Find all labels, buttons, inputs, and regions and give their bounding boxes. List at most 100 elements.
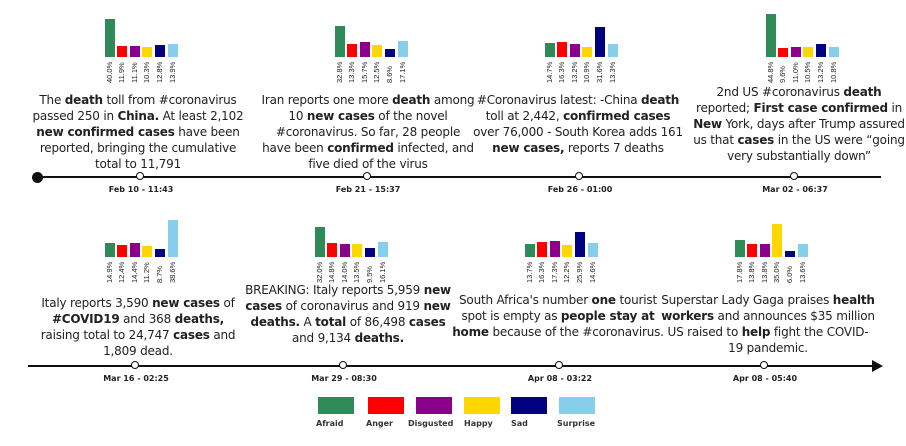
bar-value-label: 38.6%: [167, 261, 177, 283]
tweet-segment: of the novel #coronavirus. So far, 28 pe…: [262, 109, 461, 155]
bar-value-label: 8.7%: [154, 265, 164, 283]
timeline-arrow-icon: [872, 360, 883, 372]
bar-value-label: 9.6%: [778, 65, 788, 83]
tweet-text: Iran reports one more death among 10 new…: [261, 92, 475, 172]
bar-afraid: [765, 14, 776, 57]
bar-value-label: 9.5%: [364, 265, 374, 283]
timeline-marker[interactable]: [760, 361, 769, 370]
timeline-event: 40.0% 11.9% 11.1% 10.3% 12.8% 13.9% The death …: [31, 0, 245, 171]
bar-happy: [142, 47, 153, 57]
tweet-segment: fight the COVID-19 pandemic.: [728, 325, 869, 355]
tweet-segment: among 10: [288, 93, 475, 123]
bar-sad: [594, 26, 605, 57]
tweet-segment: toll at 2,442,: [485, 109, 564, 123]
bar-disgusted: [129, 243, 140, 257]
timeline-marker[interactable]: [363, 172, 372, 181]
keyword: death: [641, 93, 680, 107]
timeline-event: 14.9% 12.4% 14.4% 11.2% 8.7% 38.6% Italy repor…: [31, 200, 245, 358]
legend-label: Afraid: [316, 419, 344, 428]
legend-label: Disgusted: [408, 419, 454, 428]
tweet-text: #Coronavirus latest: -China death toll a…: [471, 92, 685, 156]
bar-afraid: [734, 240, 745, 257]
bar-value-label: 40.0%: [104, 61, 114, 83]
keyword: death: [843, 85, 882, 99]
timeline-marker[interactable]: [575, 172, 584, 181]
bar-sad: [815, 44, 826, 57]
bar-value-label: 13.8%: [759, 261, 769, 283]
bar-disgusted: [790, 46, 801, 57]
bar-value-label: 16.3%: [557, 61, 567, 83]
bar-value-label: 25.9%: [574, 261, 584, 283]
tweet-segment: raising total to 24,747: [40, 328, 174, 342]
bar-disgusted: [359, 42, 370, 57]
bar-surprise: [377, 241, 388, 257]
timeline-event: 32.0% 14.8% 14.0% 13.5% 9.5% 16.1% BREAKING: I…: [241, 200, 455, 345]
bar-sad: [384, 48, 395, 57]
bar-value-label: 10.8%: [828, 61, 838, 83]
bar-happy: [582, 46, 593, 57]
bar-value-label: 13.9%: [167, 61, 177, 83]
tweet-segment: and 9,134: [292, 331, 355, 345]
bar-value-label: 11.2%: [142, 262, 152, 283]
timeline-marker[interactable]: [339, 361, 348, 370]
bar-value-label: 8.6%: [384, 65, 394, 83]
keyword: New: [693, 117, 722, 131]
bar-disgusted: [129, 46, 140, 57]
bar-value-label: 13.3%: [347, 61, 357, 83]
bar-value-label: 16.1%: [377, 261, 387, 283]
keyword: cases: [173, 328, 210, 342]
bar-value-label: 32.0%: [314, 261, 324, 283]
legend-swatch: [318, 397, 354, 414]
tweet-segment: in: [887, 101, 902, 115]
keyword: death: [64, 93, 103, 107]
tweet-segment: tourist spot is empty as: [461, 293, 657, 323]
bar-value-label: 12.4%: [117, 261, 127, 283]
tweet-segment: of: [219, 296, 235, 310]
bar-disgusted: [549, 240, 560, 257]
legend-label: Surprise: [557, 419, 596, 428]
bar-value-label: 17.3%: [549, 261, 559, 283]
bar-sad: [364, 247, 375, 257]
legend-label: Happy: [464, 419, 493, 428]
keyword: new deaths.: [250, 299, 451, 329]
bar-surprise: [828, 46, 839, 57]
keyword: new confirmed cases: [36, 125, 175, 139]
bar-value-label: 13.5%: [352, 261, 362, 283]
bar-value-label: 10.5%: [803, 61, 813, 83]
keyword: total: [315, 315, 347, 329]
bar-sad: [154, 44, 165, 57]
tweet-segment: over 76,000 - South Korea adds 161: [473, 125, 683, 139]
bar-anger: [747, 243, 758, 257]
event-timestamp: Apr 08 - 03:22: [527, 374, 593, 383]
keyword: new cases,: [492, 141, 565, 155]
tweet-segment: of coronavirus and 919: [282, 299, 424, 313]
bar-value-label: 12.5%: [372, 61, 382, 83]
bar-value-label: 10.3%: [142, 61, 152, 83]
timeline-event: 32.8% 13.3% 15.7% 12.5% 8.6% 17.1% Iran report…: [261, 0, 475, 171]
emotion-bar-chart: 17.8% 13.8% 13.8% 35.0% 6.0% 13.6%: [661, 200, 875, 312]
timeline-marker[interactable]: [790, 172, 799, 181]
event-timestamp: Feb 21 - 15:37: [335, 185, 401, 194]
tweet-segment: toll from #coronavirus passed 250 in: [32, 93, 237, 123]
bar-value-label: 14.8%: [327, 261, 337, 283]
bar-value-label: 35.0%: [772, 261, 782, 283]
keyword: new cases: [152, 296, 220, 310]
timeline-marker[interactable]: [136, 172, 145, 181]
keyword: First case confirmed: [753, 101, 889, 115]
bar-value-label: 44.8%: [765, 61, 775, 83]
bar-happy: [372, 45, 383, 57]
tweet-segment: #Coronavirus latest: -China: [476, 93, 642, 107]
tweet-segment: Italy reports 3,590: [41, 296, 153, 310]
tweet-segment: have been reported, bringing the cumulat…: [39, 125, 240, 171]
bar-value-label: 13.3%: [607, 61, 617, 83]
timeline-event: 17.8% 13.8% 13.8% 35.0% 6.0% 13.6% Superstar L…: [661, 200, 875, 355]
bar-value-label: 6.0%: [784, 265, 794, 283]
bar-sad: [574, 232, 585, 257]
timeline-marker[interactable]: [131, 361, 140, 370]
timeline-marker[interactable]: [555, 361, 564, 370]
event-timestamp: Mar 02 - 06:37: [762, 185, 828, 194]
tweet-text: 2nd US #coronavirus death reported; Firs…: [692, 84, 906, 164]
bar-anger: [537, 241, 548, 257]
legend-swatch: [416, 397, 452, 414]
